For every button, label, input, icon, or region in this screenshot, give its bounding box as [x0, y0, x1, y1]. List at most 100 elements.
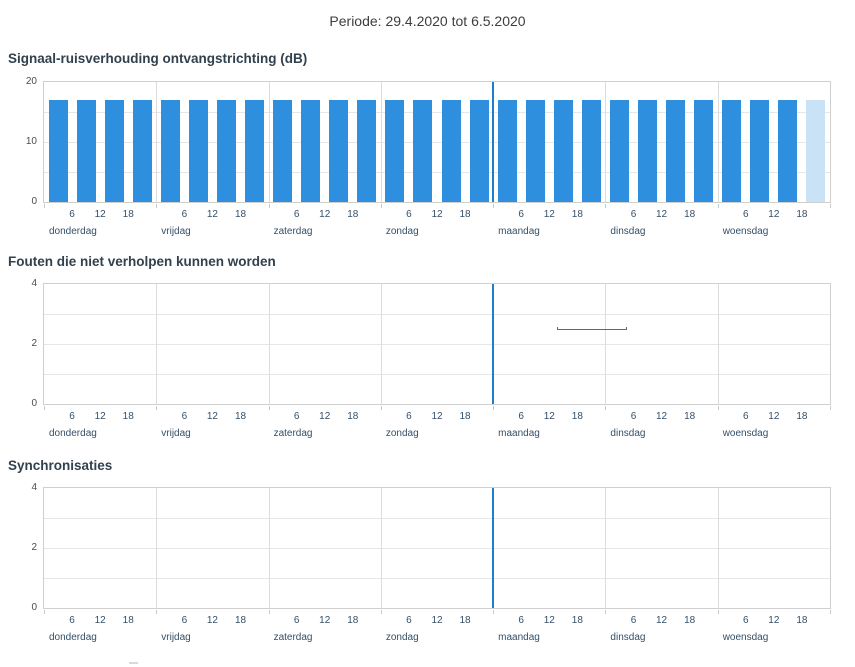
hour-tick-label: 12 [206, 615, 218, 626]
day-separator-line [380, 284, 382, 404]
snr-bar [750, 100, 770, 202]
y-tick-label: 0 [31, 398, 37, 409]
hour-tick-label: 12 [431, 615, 443, 626]
y-tick-label: 10 [25, 136, 37, 147]
day-boundary-tick [156, 610, 158, 614]
hour-tick-label: 18 [571, 411, 583, 422]
y-tick-label: 20 [25, 76, 37, 87]
snr-bar [273, 100, 293, 202]
day-boundary-tick [717, 204, 719, 208]
day-boundary-tick [830, 204, 831, 208]
gridline-horizontal [44, 112, 830, 113]
hour-tick-label: 12 [319, 411, 331, 422]
day-separator-line [156, 488, 158, 608]
day-separator-line [156, 82, 158, 202]
hour-tick-label: 6 [518, 209, 524, 220]
errors-chart-title: Fouten die niet verholpen kunnen worden [8, 254, 276, 269]
hour-tick-label: 6 [630, 615, 637, 626]
snr-bar [76, 100, 96, 202]
hour-tick-label: 12 [768, 411, 780, 422]
hour-tick-label: 6 [181, 615, 188, 626]
hour-tick-label: 6 [293, 615, 300, 626]
y-tick-label: 0 [31, 602, 37, 613]
day-label: donderdag [49, 428, 97, 439]
hour-tick-label: 6 [69, 411, 75, 422]
gridline-horizontal [44, 548, 830, 549]
snr-bar [638, 100, 658, 202]
day-label: vrijdag [161, 226, 191, 237]
snr-bar [132, 100, 152, 202]
hour-tick-label: 6 [743, 615, 749, 626]
snr-bar [245, 100, 265, 202]
day-boundary-tick [493, 610, 495, 614]
hour-tick-label: 18 [347, 411, 359, 422]
hour-tick-label: 18 [459, 411, 471, 422]
day-separator-line [717, 284, 719, 404]
gridline-horizontal [44, 172, 830, 173]
day-label: zondag [385, 226, 419, 237]
day-boundary-tick [717, 406, 719, 410]
day-label: woensdag [722, 428, 769, 439]
hour-tick-label: 12 [94, 615, 106, 626]
day-label: donderdag [49, 226, 97, 237]
sync-event-line [492, 488, 495, 608]
hour-tick-label: 18 [234, 615, 247, 626]
gridline-horizontal [44, 344, 830, 345]
snr-chart-section: Signaal-ruisverhouding ontvangstrichting… [0, 51, 855, 241]
hour-tick-label: 18 [571, 615, 583, 626]
y-tick-label: 4 [31, 482, 37, 493]
sync-event-line [492, 82, 495, 202]
day-boundary-tick [268, 610, 270, 614]
day-label: zondag [385, 428, 419, 439]
snr-bar [216, 100, 236, 202]
hour-tick-label: 12 [543, 209, 555, 220]
day-boundary-tick [44, 610, 45, 614]
error-range-segment [557, 327, 627, 330]
day-separator-line [717, 82, 719, 202]
day-separator-line [605, 488, 607, 608]
day-boundary-tick [605, 406, 607, 410]
hour-tick-label: 18 [459, 615, 471, 626]
hour-tick-label: 12 [768, 615, 780, 626]
day-boundary-tick [605, 610, 607, 614]
y-tick-label: 4 [31, 278, 37, 289]
hour-tick-label: 6 [630, 209, 637, 220]
hour-tick-label: 12 [94, 209, 106, 220]
hour-tick-label: 6 [181, 411, 188, 422]
day-separator-line [268, 488, 270, 608]
snr-bar [666, 100, 686, 202]
hour-tick-label: 6 [293, 411, 300, 422]
day-boundary-tick [380, 204, 382, 208]
hour-tick-label: 12 [543, 615, 555, 626]
hour-tick-label: 18 [234, 209, 247, 220]
hour-tick-label: 12 [206, 209, 218, 220]
hour-tick-label: 6 [518, 411, 524, 422]
hour-tick-label: 6 [69, 209, 75, 220]
day-boundary-tick [830, 406, 831, 410]
snr-bar [441, 100, 461, 202]
day-boundary-tick [268, 204, 270, 208]
y-tick-label: 2 [31, 542, 37, 553]
gridline-horizontal [44, 578, 830, 579]
day-boundary-tick [156, 204, 158, 208]
snr-bar [160, 100, 180, 202]
day-label: zaterdag [273, 226, 313, 237]
y-tick-label: 2 [31, 338, 37, 349]
day-separator-line [380, 82, 382, 202]
day-boundary-tick [605, 204, 607, 208]
day-boundary-tick [830, 610, 831, 614]
day-label: maandag [498, 632, 540, 643]
snr-bar [48, 100, 68, 202]
snr-chart-plot [43, 81, 831, 203]
snr-bar [694, 100, 714, 202]
snr-bar [497, 100, 517, 202]
sync-chart-plot [43, 487, 831, 609]
hour-tick-label: 12 [656, 209, 668, 220]
day-separator-line [268, 284, 270, 404]
day-separator-line [268, 82, 270, 202]
snr-bar [469, 100, 489, 202]
day-label: maandag [498, 226, 540, 237]
cutoff-artifact [129, 662, 138, 664]
hour-tick-label: 18 [234, 411, 247, 422]
gridline-horizontal [44, 518, 830, 519]
